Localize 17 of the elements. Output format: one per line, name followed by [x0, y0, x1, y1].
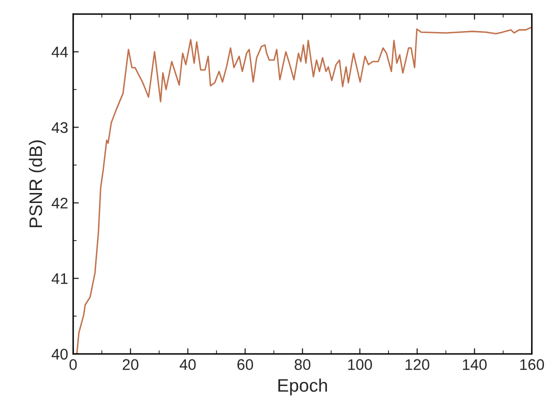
- x-tick-label: 160: [520, 359, 544, 370]
- x-tick-label: 140: [462, 359, 487, 370]
- x-tick-label: 80: [294, 359, 310, 370]
- x-tick-label: 120: [406, 359, 430, 370]
- x-tick-label: 60: [237, 359, 254, 370]
- x-tick-label: 40: [180, 359, 196, 370]
- x-tick-label: 20: [122, 359, 138, 370]
- x-axis-title: Epoch: [278, 378, 327, 396]
- x-tick-label: 100: [348, 359, 372, 370]
- y-axis-title: PSNR (dB): [28, 140, 46, 228]
- y-tick-label: 41: [52, 273, 68, 284]
- x-tick-label: 0: [70, 359, 77, 370]
- y-tick-label: 44: [52, 46, 68, 58]
- y-tick-label: 40: [52, 348, 68, 360]
- y-tick-label: 42: [52, 198, 68, 208]
- y-tick-label: 43: [52, 122, 68, 133]
- line-series: [76, 26, 532, 354]
